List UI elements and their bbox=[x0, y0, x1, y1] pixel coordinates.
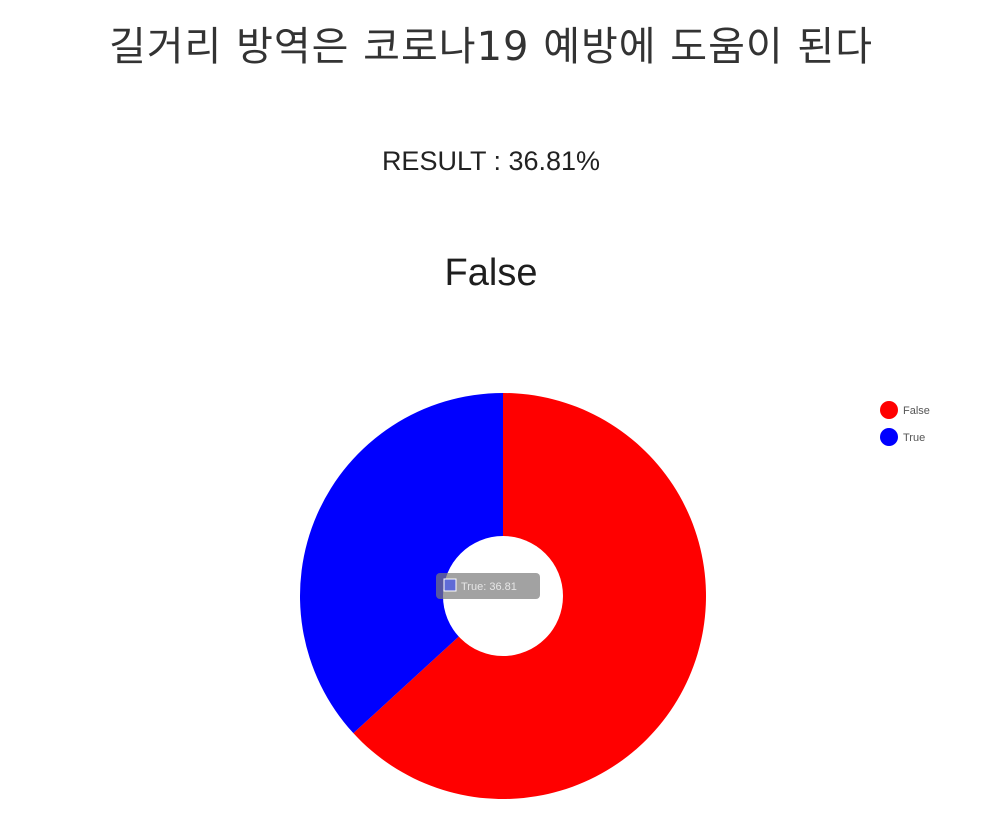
legend-marker-true bbox=[880, 428, 898, 446]
chart-tooltip: True: 36.81 bbox=[436, 573, 540, 599]
tooltip-label: True: 36.81 bbox=[461, 581, 517, 593]
legend-marker-false bbox=[880, 401, 898, 419]
page-title: 길거리 방역은 코로나19 예방에 도움이 된다 bbox=[108, 24, 874, 70]
donut-chart: True: 36.81 False True bbox=[300, 393, 930, 799]
verdict-heading: False bbox=[444, 252, 538, 294]
legend-label-false: False bbox=[903, 405, 930, 417]
result-text: RESULT : 36.81% bbox=[381, 146, 601, 176]
tooltip-swatch bbox=[443, 578, 457, 592]
legend-item-false[interactable]: False bbox=[880, 401, 930, 419]
tooltip-background bbox=[436, 573, 540, 599]
pie-slice-true[interactable] bbox=[300, 393, 503, 734]
chart-legend: False True bbox=[880, 401, 930, 446]
legend-item-true[interactable]: True bbox=[880, 428, 925, 446]
legend-label-true: True bbox=[903, 432, 925, 444]
chart-container: True: 36.81 False True bbox=[0, 380, 982, 820]
